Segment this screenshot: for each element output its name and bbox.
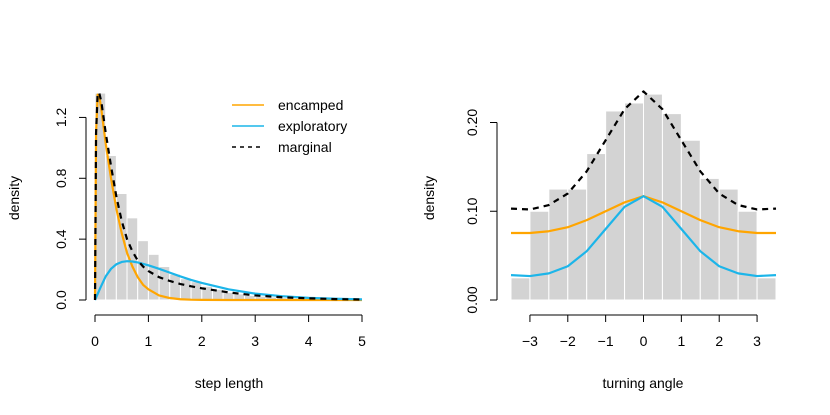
step-length-y-tick-label: 1.2 bbox=[53, 107, 69, 127]
turning-angle-y-tick-label: 0.20 bbox=[464, 109, 480, 136]
step-length-histogram bbox=[94, 92, 363, 301]
step-length-x-tick-label: 3 bbox=[251, 333, 259, 349]
step-length-y-axis-title: density bbox=[6, 176, 22, 220]
turning-angle-x-tick-label: 0 bbox=[640, 333, 648, 349]
step-length-y-tick-label: 0.8 bbox=[53, 168, 69, 188]
turning-angle-y-tick-label: 0.00 bbox=[464, 286, 480, 313]
step-length-y-tick-label: 0.4 bbox=[53, 229, 69, 249]
turning-angle-histogram-bar bbox=[605, 110, 626, 301]
turning-angle-histogram-bar bbox=[529, 210, 550, 301]
step-length-marginal-curve bbox=[93, 91, 363, 301]
turning-angle-histogram-bar bbox=[567, 188, 588, 301]
step-length-exploratory-curve bbox=[93, 260, 363, 301]
turning-angle-x-tick-label: 2 bbox=[715, 333, 723, 349]
turning-angle-histogram-bar bbox=[699, 177, 720, 301]
legend-label-exploratory: exploratory bbox=[278, 118, 347, 134]
turning-angle-x-axis-title: turning angle bbox=[603, 375, 684, 391]
step-length-x-tick-label: 5 bbox=[358, 333, 366, 349]
turning-angle-histogram-bar bbox=[548, 188, 569, 301]
turning-angle-y-axis-title: density bbox=[421, 176, 437, 220]
turning-angle-histogram-bar bbox=[718, 188, 739, 301]
step-length-y-tick-label: 0.0 bbox=[53, 290, 69, 310]
step-length-density-curves bbox=[93, 91, 363, 302]
step-length-x-tick-label: 4 bbox=[305, 333, 313, 349]
step-length-x-tick-label: 0 bbox=[91, 333, 99, 349]
turning-angle-exploratory-curve bbox=[510, 195, 777, 278]
step-length-histogram-bar bbox=[169, 273, 181, 301]
turning-angle-x-tick-label: −3 bbox=[522, 333, 538, 349]
turning-angle-histogram-bar bbox=[586, 153, 607, 301]
step-length-legend: encamped exploratory marginal bbox=[232, 97, 347, 155]
turning-angle-histogram-bar bbox=[737, 210, 758, 301]
turning-angle-panel: −3 −2 −1 0 1 2 3 0.00 0.10 0.20 turning angle den… bbox=[421, 90, 777, 391]
turning-angle-x-tick-label: −1 bbox=[598, 333, 614, 349]
step-length-histogram-bar bbox=[222, 291, 235, 301]
turning-angle-x-tick-label: −2 bbox=[560, 333, 576, 349]
step-length-histogram-bar bbox=[137, 240, 149, 301]
step-length-x-tick-label: 2 bbox=[198, 333, 206, 349]
turning-angle-x-tick-label: 1 bbox=[677, 333, 685, 349]
turning-angle-x-tick-label: 3 bbox=[753, 333, 761, 349]
step-length-x-axis-title: step length bbox=[195, 375, 264, 391]
step-length-axes: 0 1 2 3 4 5 0.0 0.4 0.8 1.2 bbox=[53, 107, 366, 349]
legend-label-marginal: marginal bbox=[278, 139, 332, 155]
turning-angle-histogram-bar bbox=[510, 277, 531, 301]
step-length-x-tick-label: 1 bbox=[145, 333, 153, 349]
step-length-histogram-bar bbox=[179, 278, 192, 301]
turning-angle-marginal-curve bbox=[510, 90, 777, 211]
turning-angle-histogram-bar bbox=[756, 277, 777, 301]
turning-angle-y-tick-label: 0.10 bbox=[464, 197, 480, 224]
turning-angle-density-curves bbox=[510, 90, 777, 278]
step-length-histogram-bar bbox=[190, 281, 203, 301]
turning-angle-axes: −3 −2 −1 0 1 2 3 0.00 0.10 0.20 bbox=[464, 109, 761, 349]
turning-angle-histogram-bar bbox=[680, 139, 701, 301]
step-length-panel: 0 1 2 3 4 5 0.0 0.4 0.8 1.2 step length density e… bbox=[6, 91, 366, 391]
legend-label-encamped: encamped bbox=[278, 97, 343, 113]
